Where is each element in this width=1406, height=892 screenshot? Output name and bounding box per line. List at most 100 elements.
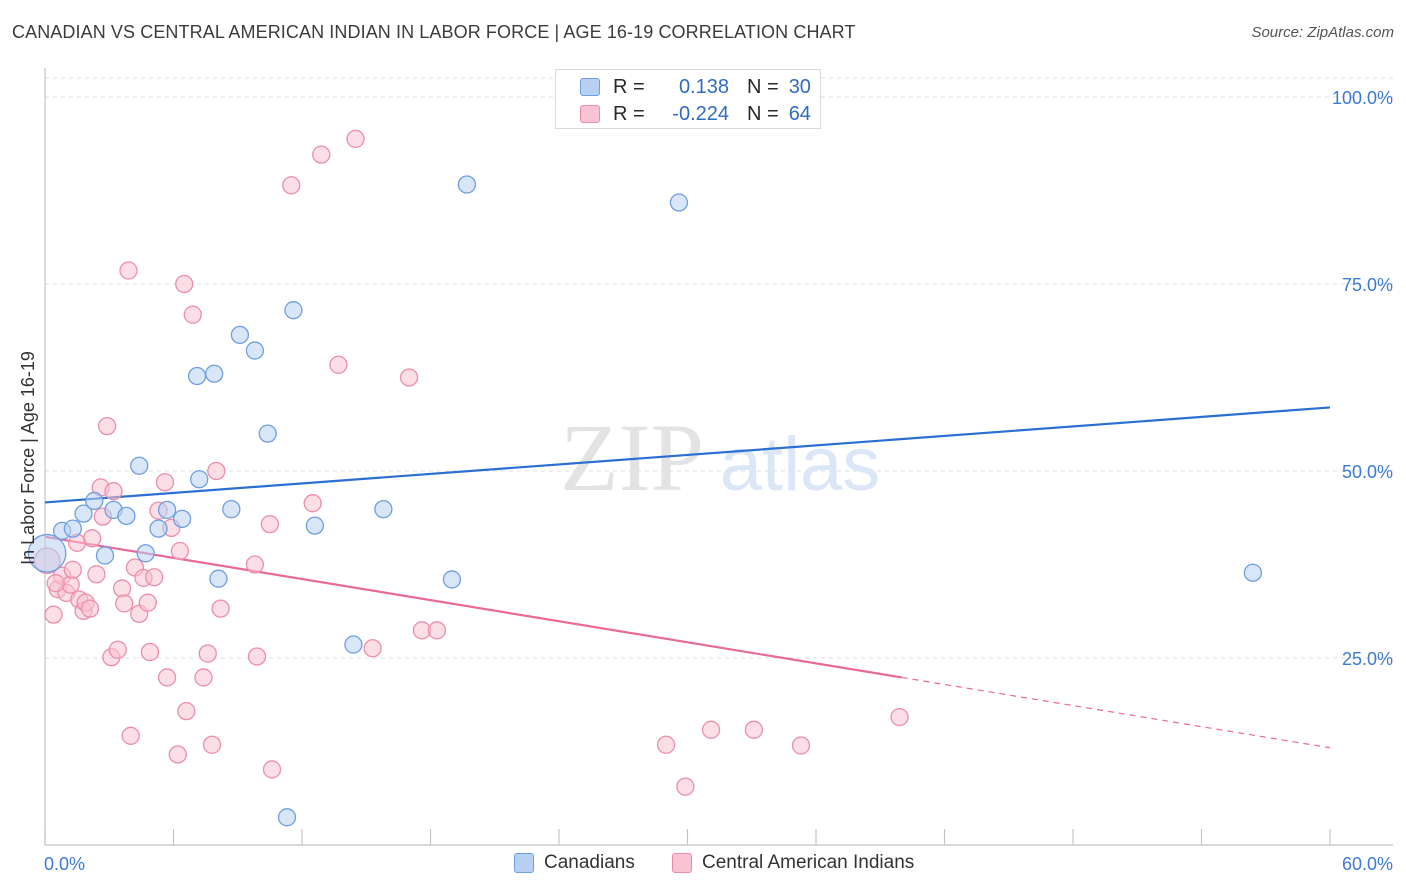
stats-legend-row-canadians: R = 0.138 N = 30 (580, 75, 811, 99)
y-axis-label: In Labor Force | Age 16-19 (18, 351, 38, 565)
canadian-point-20 (258, 424, 277, 443)
central-american-indians-swatch (580, 105, 600, 123)
axes (44, 68, 1393, 846)
canadian-point-22 (284, 301, 303, 320)
canadian-point-12 (172, 509, 192, 529)
data-points (27, 129, 1263, 827)
chart-title: CANADIAN VS CENTRAL AMERICAN INDIAN IN L… (12, 22, 856, 42)
central-american-indian-point-53 (363, 639, 382, 658)
central-american-indian-point-52 (346, 129, 365, 149)
trend-line-0 (44, 406, 1331, 504)
x-tick-label-0: 0.0% (44, 854, 85, 874)
canadian-point-21 (277, 808, 297, 827)
central-american-indian-point-11 (80, 599, 100, 618)
n-label: N = (747, 75, 779, 98)
central-american-indian-point-50 (312, 145, 331, 164)
central-american-indian-point-45 (247, 647, 267, 666)
canadian-point-24 (344, 635, 363, 654)
central-american-indian-point-32 (157, 668, 177, 687)
central-american-indian-point-13 (87, 565, 106, 584)
central-american-indian-point-62 (890, 707, 909, 727)
central-american-indian-point-63 (46, 574, 65, 593)
r-value: -0.224 (672, 102, 729, 125)
central-american-indian-point-18 (104, 482, 123, 501)
central-american-indian-point-38 (183, 305, 202, 324)
central-american-indian-point-47 (262, 760, 282, 779)
canadian-point-10 (149, 519, 168, 538)
n-value: 64 (788, 102, 811, 125)
n-label: N = (747, 102, 779, 125)
central-american-indian-point-60 (744, 720, 764, 739)
trend-lines (44, 406, 1331, 749)
central-american-indian-point-20 (112, 579, 132, 598)
central-american-indian-point-56 (427, 621, 447, 640)
central-american-indian-point-34 (168, 745, 187, 764)
central-american-indian-point-57 (656, 735, 676, 754)
central-american-indian-point-49 (303, 494, 322, 513)
y-tick-label-75: 75.0% (1342, 275, 1393, 295)
canadian-point-25 (374, 499, 393, 519)
n-value: 30 (788, 75, 811, 98)
central-american-indian-point-19 (108, 640, 127, 659)
canadian-point-14 (190, 470, 209, 489)
legend-item-central-american-indians[interactable]: Central American Indians (672, 852, 914, 874)
central-american-indian-point-40 (198, 644, 217, 663)
canadian-point-9 (136, 544, 155, 563)
r-value: 0.138 (678, 75, 729, 98)
stats-legend-row-central-american-indians: R = -0.224 N = 64 (580, 102, 811, 126)
central-american-indian-point-22 (119, 261, 138, 280)
y-tick-label-50: 50.0% (1342, 462, 1393, 482)
r-label: R = (613, 75, 645, 98)
legend-label-canadians: Canadians (544, 852, 635, 873)
series-legend: Canadians Central American Indians (0, 852, 1406, 878)
canadian-point-16 (209, 569, 228, 588)
x-tick-label-60: 60.0% (1342, 854, 1393, 874)
central-american-indian-point-61 (791, 736, 811, 755)
canadian-point-8 (130, 456, 149, 475)
canadian-point-18 (230, 325, 250, 345)
central-american-indians-legend-swatch (672, 853, 692, 873)
central-american-indian-point-46 (260, 514, 280, 534)
trend-line-1 (44, 535, 902, 679)
central-american-indian-point-1 (44, 605, 63, 624)
canadian-point-4 (85, 491, 104, 511)
canadian-point-26 (442, 570, 462, 589)
canadian-point-0 (27, 533, 67, 573)
canadian-point-28 (669, 193, 689, 212)
central-american-indian-point-23 (121, 726, 140, 745)
central-american-indian-point-41 (202, 735, 222, 754)
central-american-indian-point-42 (207, 461, 226, 481)
central-american-indian-point-31 (155, 473, 175, 492)
canadian-point-13 (187, 366, 207, 386)
canadian-point-27 (457, 175, 477, 194)
y-tick-label-25: 25.0% (1342, 649, 1393, 669)
watermark-zip: ZIP (560, 404, 704, 511)
canadians-swatch (580, 78, 600, 96)
canadian-point-5 (95, 546, 115, 565)
stats-legend: R = 0.138 N = 30 R = -0.224 N = 64 (555, 69, 821, 129)
canadian-point-17 (222, 499, 241, 519)
canadian-point-19 (245, 341, 265, 360)
central-american-indian-point-21 (115, 594, 134, 613)
central-american-indian-point-54 (399, 368, 419, 387)
tick-labels: 25.0% 50.0% 75.0% 100.0% 0.0% 60.0% (44, 88, 1393, 874)
central-american-indian-point-58 (676, 777, 695, 796)
central-american-indian-point-28 (140, 642, 160, 662)
watermark: ZIP atlas (560, 404, 880, 511)
y-tick-label-100: 100.0% (1332, 88, 1393, 108)
central-american-indian-point-51 (329, 355, 348, 374)
canadian-point-15 (205, 364, 224, 383)
source-label: Source: ZipAtlas.com (1251, 24, 1394, 41)
central-american-indian-point-35 (170, 541, 190, 561)
central-american-indian-point-43 (211, 599, 230, 618)
central-american-indian-point-27 (138, 593, 157, 612)
central-american-indian-point-39 (194, 668, 213, 687)
canadian-point-3 (74, 504, 93, 523)
legend-item-canadians[interactable]: Canadians (514, 852, 635, 874)
central-american-indian-point-37 (177, 701, 196, 721)
central-american-indian-point-6 (63, 560, 82, 579)
canadians-legend-swatch (514, 853, 534, 873)
canadian-point-11 (157, 500, 177, 520)
canadian-point-7 (117, 506, 136, 526)
